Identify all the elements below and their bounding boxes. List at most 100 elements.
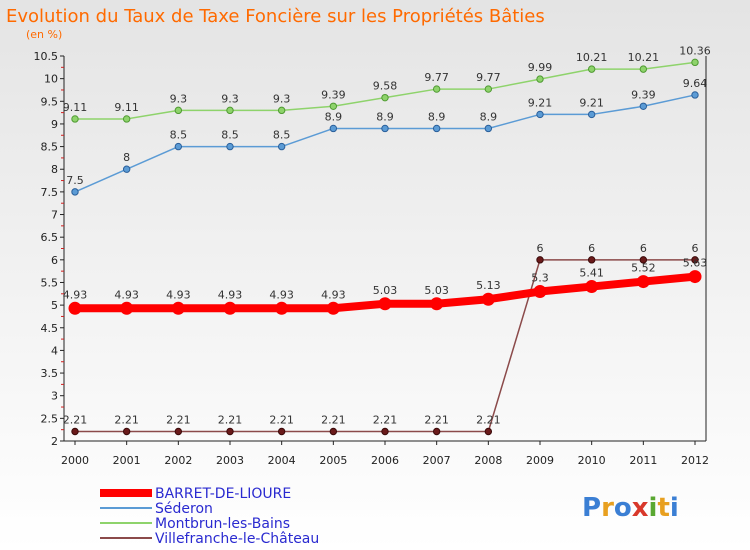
legend-label: Séderon [155, 501, 213, 517]
legend-label: Villefranche-le-Château [155, 531, 319, 547]
y-tick-label: 2 [51, 435, 58, 448]
x-tick-label: 2010 [578, 454, 606, 467]
data-point [122, 427, 131, 436]
data-label: 9.11 [114, 101, 139, 114]
data-label: 7.5 [66, 174, 84, 187]
data-point [277, 142, 286, 151]
data-point [639, 256, 648, 264]
data-point [484, 427, 493, 436]
y-tick-label: 6 [51, 254, 58, 267]
y-tick-label: 4.5 [41, 322, 59, 335]
y-tick-label: 3.5 [41, 367, 59, 380]
data-label: 9.3 [170, 92, 188, 105]
data-label: 5.13 [476, 279, 501, 292]
data-label: 8.5 [221, 129, 239, 142]
data-point [585, 280, 599, 294]
y-tick-label: 3 [51, 390, 58, 403]
legend: BARRET-DE-LIOURESéderonMontbrun-les-Bain… [100, 486, 319, 547]
data-label: 8.5 [170, 129, 188, 142]
data-point [587, 110, 596, 119]
data-label: 9.3 [273, 92, 291, 105]
data-label: 5.63 [683, 257, 708, 270]
x-tick-label: 2007 [423, 454, 451, 467]
data-label: 5.3 [531, 272, 549, 285]
data-point [223, 301, 237, 315]
legend-label: BARRET-DE-LIOURE [155, 486, 291, 502]
data-point [484, 85, 493, 93]
data-point [171, 301, 185, 315]
data-point [381, 427, 389, 436]
data-point [122, 165, 131, 173]
x-tick-label: 2001 [113, 454, 141, 467]
data-point [122, 115, 131, 123]
data-point [536, 75, 544, 83]
data-point [329, 124, 338, 133]
y-tick-label: 9.5 [41, 95, 59, 108]
data-point [536, 110, 544, 119]
data-point [381, 124, 389, 133]
data-label: 9.11 [63, 101, 88, 114]
data-point [226, 106, 234, 115]
data-point [533, 285, 547, 299]
data-label: 8.5 [273, 129, 291, 142]
data-point [432, 124, 441, 133]
data-label: 9.3 [221, 92, 239, 105]
y-tick-label: 7 [51, 209, 58, 222]
series-layer [68, 58, 702, 436]
data-label: 9.39 [321, 88, 346, 101]
axes: 2 2.5 3 3.5 4 4.5 5 5.5 6 6.5 7 7.5 8 8.5 9 9.5 10 10.5 20… [34, 50, 710, 467]
data-point [587, 256, 596, 264]
data-label: 5.03 [424, 284, 449, 297]
data-label: 4.93 [218, 288, 243, 301]
y-tick-label: 2.5 [41, 412, 59, 425]
data-label: 4.93 [63, 288, 88, 301]
data-label: 8.9 [376, 110, 394, 123]
chart-title: Evolution du Taux de Taxe Foncière sur l… [6, 6, 545, 27]
x-tick-label: 2005 [319, 454, 347, 467]
data-label: 10.21 [576, 51, 608, 64]
data-point [636, 275, 650, 289]
data-labels-layer: 2.21 2.21 2.21 2.21 2.21 2.21 2.21 2.21 2.21 6 6 6 6… [63, 44, 711, 426]
data-label: 8 [123, 151, 130, 164]
data-label: 2.21 [269, 413, 294, 426]
data-point [326, 301, 340, 315]
data-point [688, 270, 702, 284]
x-tick-label: 2002 [164, 454, 192, 467]
data-label: 4.93 [269, 288, 294, 301]
y-tick-label: 4 [51, 344, 58, 357]
y-tick-label: 5.5 [41, 276, 59, 289]
data-point [536, 256, 544, 264]
data-point [639, 65, 648, 73]
data-point [277, 106, 286, 115]
y-tick-label: 8.5 [41, 141, 59, 154]
data-label: 9.58 [373, 80, 398, 93]
data-point [691, 58, 699, 67]
x-tick-label: 2004 [268, 454, 296, 467]
data-label: 5.41 [579, 267, 604, 280]
data-label: 6 [692, 242, 699, 255]
data-point [432, 85, 441, 93]
data-label: 6 [640, 242, 647, 255]
data-label: 2.21 [373, 413, 398, 426]
data-label: 9.77 [424, 71, 449, 84]
data-point [484, 124, 493, 133]
x-tick-label: 2003 [216, 454, 244, 467]
data-label: 8.9 [480, 110, 498, 123]
y-tick-label: 9 [51, 118, 58, 131]
data-point [71, 427, 79, 436]
y-tick-label: 5 [51, 299, 58, 312]
data-label: 2.21 [166, 413, 191, 426]
data-label: 8.9 [325, 110, 343, 123]
data-point [430, 297, 444, 311]
data-label: 9.21 [528, 96, 553, 109]
data-point [120, 301, 134, 315]
data-label: 4.93 [114, 288, 139, 301]
data-label: 2.21 [321, 413, 346, 426]
y-tick-label: 7.5 [41, 186, 59, 199]
data-point [691, 91, 699, 99]
x-tick-label: 2009 [526, 454, 554, 467]
data-point [432, 427, 441, 436]
data-label: 6 [588, 242, 595, 255]
data-label: 4.93 [321, 288, 346, 301]
